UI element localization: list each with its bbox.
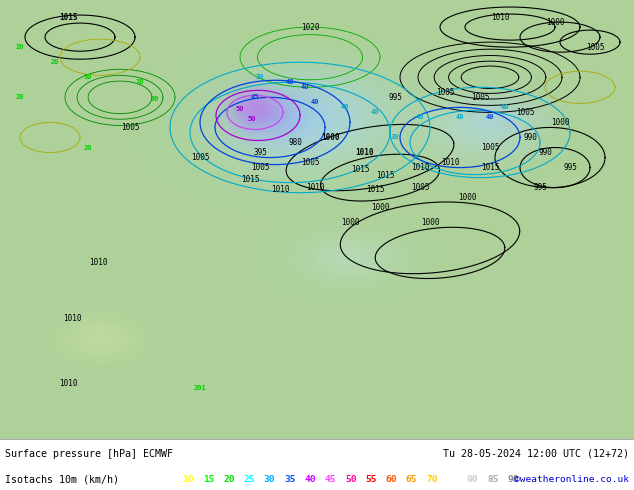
Text: 55: 55	[365, 475, 377, 484]
Text: 45: 45	[325, 475, 336, 484]
Text: 30: 30	[151, 97, 159, 102]
Text: 1000: 1000	[321, 133, 339, 142]
Text: 50: 50	[236, 106, 244, 112]
Text: 1015: 1015	[366, 185, 384, 194]
Text: 50: 50	[248, 117, 256, 122]
Text: 201: 201	[193, 385, 207, 392]
Text: 30: 30	[391, 134, 399, 141]
Text: 40: 40	[486, 114, 495, 121]
Text: 20: 20	[51, 59, 59, 65]
Text: 30: 30	[264, 475, 275, 484]
Text: 85: 85	[487, 475, 498, 484]
Text: 10: 10	[183, 475, 194, 484]
Text: 1005: 1005	[471, 93, 489, 102]
Text: 1005: 1005	[301, 158, 320, 167]
Text: 1010: 1010	[491, 13, 509, 22]
Text: 995: 995	[533, 183, 547, 192]
Text: 995: 995	[563, 163, 577, 172]
Text: 1020: 1020	[301, 23, 320, 31]
Text: 20: 20	[136, 79, 145, 85]
Text: 1005: 1005	[120, 123, 139, 132]
Text: 70: 70	[426, 475, 437, 484]
Text: 35: 35	[284, 475, 295, 484]
Text: 40: 40	[371, 109, 379, 116]
Text: 1000: 1000	[551, 118, 569, 127]
Text: 65: 65	[406, 475, 417, 484]
Text: ©weatheronline.co.uk: ©weatheronline.co.uk	[514, 475, 629, 484]
Text: 1000: 1000	[421, 218, 439, 227]
Text: 40: 40	[340, 104, 349, 110]
Text: 40: 40	[456, 114, 464, 121]
Text: 1000: 1000	[458, 193, 476, 202]
Text: 1005: 1005	[251, 163, 269, 172]
Text: 1005: 1005	[515, 108, 534, 117]
Text: 995: 995	[388, 93, 402, 102]
Text: 1000: 1000	[371, 203, 389, 212]
Text: 1015: 1015	[351, 165, 369, 174]
Text: 1005: 1005	[586, 43, 604, 51]
Text: 30: 30	[256, 74, 264, 80]
Text: 40: 40	[501, 104, 509, 110]
Text: 20: 20	[84, 145, 93, 150]
Text: 40: 40	[301, 84, 309, 90]
Text: 40: 40	[304, 475, 316, 484]
Text: 1015: 1015	[241, 175, 259, 184]
Text: 1015: 1015	[59, 13, 77, 22]
Text: 60: 60	[385, 475, 397, 484]
Text: 395: 395	[253, 148, 267, 157]
Text: 1010: 1010	[441, 158, 459, 167]
Text: 40: 40	[416, 114, 424, 121]
Text: 1000: 1000	[340, 218, 359, 227]
Text: 1005: 1005	[411, 183, 429, 192]
Text: 25: 25	[243, 475, 255, 484]
Text: 1010: 1010	[356, 148, 374, 157]
Text: 1010: 1010	[306, 183, 324, 192]
Text: 90: 90	[507, 475, 519, 484]
Text: 1000: 1000	[546, 18, 564, 26]
Text: 80: 80	[467, 475, 478, 484]
Text: 40: 40	[286, 79, 294, 85]
Text: Surface pressure [hPa] ECMWF: Surface pressure [hPa] ECMWF	[5, 449, 173, 459]
Text: 75: 75	[446, 475, 458, 484]
Text: Tu 28-05-2024 12:00 UTC (12+72): Tu 28-05-2024 12:00 UTC (12+72)	[443, 449, 629, 459]
Text: 1005: 1005	[481, 143, 499, 152]
Text: 1010: 1010	[63, 314, 81, 322]
Text: 1015: 1015	[376, 171, 394, 180]
Text: 30: 30	[84, 74, 93, 80]
Text: 990: 990	[538, 148, 552, 157]
Text: 15: 15	[203, 475, 214, 484]
Text: 20: 20	[223, 475, 235, 484]
Text: 45: 45	[251, 95, 259, 100]
Text: 1010: 1010	[411, 163, 429, 172]
Text: Isotachs 10m (km/h): Isotachs 10m (km/h)	[5, 474, 119, 484]
Text: 1010: 1010	[271, 185, 289, 194]
Text: 1005: 1005	[436, 88, 454, 97]
Text: 50: 50	[345, 475, 356, 484]
Text: 1005: 1005	[191, 153, 209, 162]
Text: 40: 40	[311, 99, 320, 105]
Text: 990: 990	[523, 133, 537, 142]
Text: 20: 20	[16, 95, 24, 100]
Text: 980: 980	[288, 138, 302, 147]
Text: 20: 20	[16, 44, 24, 50]
Text: 1010: 1010	[89, 258, 107, 268]
Text: 1010: 1010	[59, 379, 77, 388]
Text: 1015: 1015	[481, 163, 499, 172]
